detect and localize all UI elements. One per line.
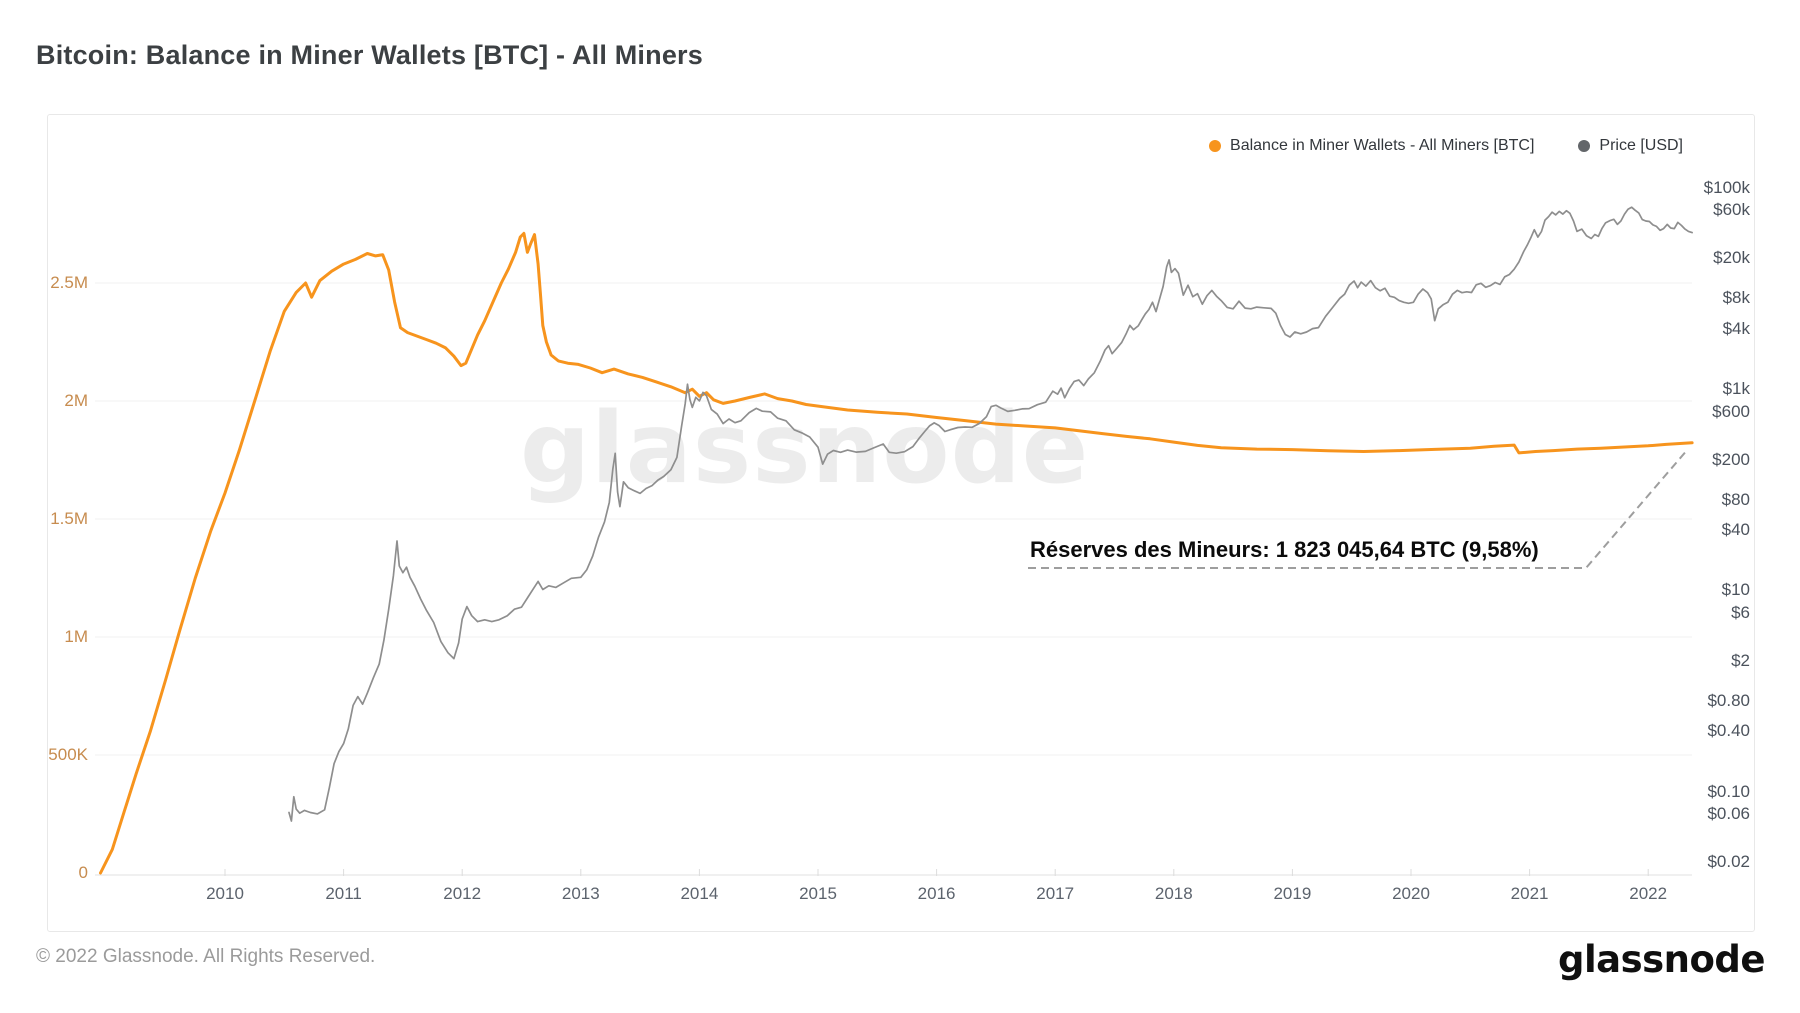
- legend-item-price[interactable]: Price [USD]: [1578, 137, 1683, 155]
- legend-item-balance[interactable]: Balance in Miner Wallets - All Miners [B…: [1209, 137, 1534, 155]
- price-series-dot-icon: [1578, 140, 1591, 152]
- y-right-tick-$200: $200: [1712, 449, 1750, 469]
- annotation-leader-line: [1028, 448, 1689, 569]
- y-left-tick-0: 0: [78, 863, 88, 882]
- y-left-tick-1M: 1M: [64, 627, 88, 646]
- y-right-tick-$0.10: $0.10: [1707, 781, 1750, 801]
- price-line: [288, 206, 1693, 822]
- x-tick-2020: 2020: [1392, 884, 1430, 903]
- miner-reserves-annotation: Réserves des Mineurs: 1 823 045,64 BTC (…: [1030, 537, 1539, 562]
- y-right-tick-$2: $2: [1731, 650, 1750, 670]
- y-left-tick-1.5M: 1.5M: [50, 509, 88, 528]
- copyright-text: © 2022 Glassnode. All Rights Reserved.: [36, 946, 376, 967]
- y-right-tick-$80: $80: [1721, 489, 1750, 509]
- balance-line: [99, 231, 1694, 875]
- y-right-tick-$600: $600: [1712, 401, 1750, 421]
- y-right-tick-$20k: $20k: [1713, 248, 1750, 268]
- x-tick-2017: 2017: [1036, 884, 1075, 903]
- glassnode-logo: glassnode: [1557, 938, 1766, 981]
- y-right-tick-$8k: $8k: [1722, 288, 1750, 308]
- y-right-tick-$60k: $60k: [1713, 200, 1750, 220]
- x-tick-2014: 2014: [680, 884, 719, 903]
- chart-card: [47, 114, 1755, 932]
- legend-item-label: Balance in Miner Wallets - All Miners [B…: [1230, 137, 1535, 154]
- y-left-tick-500K: 500K: [48, 745, 88, 764]
- x-tick-2015: 2015: [799, 884, 837, 903]
- x-tick-2021: 2021: [1510, 884, 1549, 903]
- x-tick-2011: 2011: [325, 884, 362, 903]
- chart-legend: Balance in Miner Wallets - All Miners [B…: [1209, 137, 1683, 155]
- y-right-tick-$100k: $100k: [1703, 178, 1750, 197]
- page-title: Bitcoin: Balance in Miner Wallets [BTC] …: [36, 40, 703, 70]
- y-right-tick-$0.02: $0.02: [1707, 851, 1750, 871]
- glassnode-watermark: glassnode: [520, 392, 1090, 506]
- y-right-tick-$0.40: $0.40: [1707, 721, 1750, 741]
- x-tick-2019: 2019: [1273, 884, 1312, 903]
- x-tick-2012: 2012: [443, 884, 482, 903]
- y-right-tick-$4k: $4k: [1722, 318, 1750, 338]
- legend-item-label: Price [USD]: [1599, 137, 1683, 154]
- balance-series-dot-icon: [1209, 140, 1222, 152]
- y-left-tick-2.5M: 2.5M: [50, 273, 88, 292]
- y-right-tick-$0.06: $0.06: [1707, 803, 1750, 823]
- x-tick-2018: 2018: [1154, 884, 1193, 903]
- y-right-tick-$1k: $1k: [1722, 379, 1750, 399]
- x-tick-2022: 2022: [1629, 884, 1668, 903]
- x-tick-2016: 2016: [917, 884, 956, 903]
- y-right-tick-$0.80: $0.80: [1707, 690, 1750, 710]
- y-left-tick-2M: 2M: [64, 391, 88, 410]
- y-right-tick-$10: $10: [1721, 580, 1750, 600]
- x-tick-2010: 2010: [206, 884, 244, 903]
- y-right-tick-$6: $6: [1731, 602, 1750, 622]
- x-tick-2013: 2013: [561, 884, 600, 903]
- y-right-tick-$40: $40: [1721, 519, 1750, 539]
